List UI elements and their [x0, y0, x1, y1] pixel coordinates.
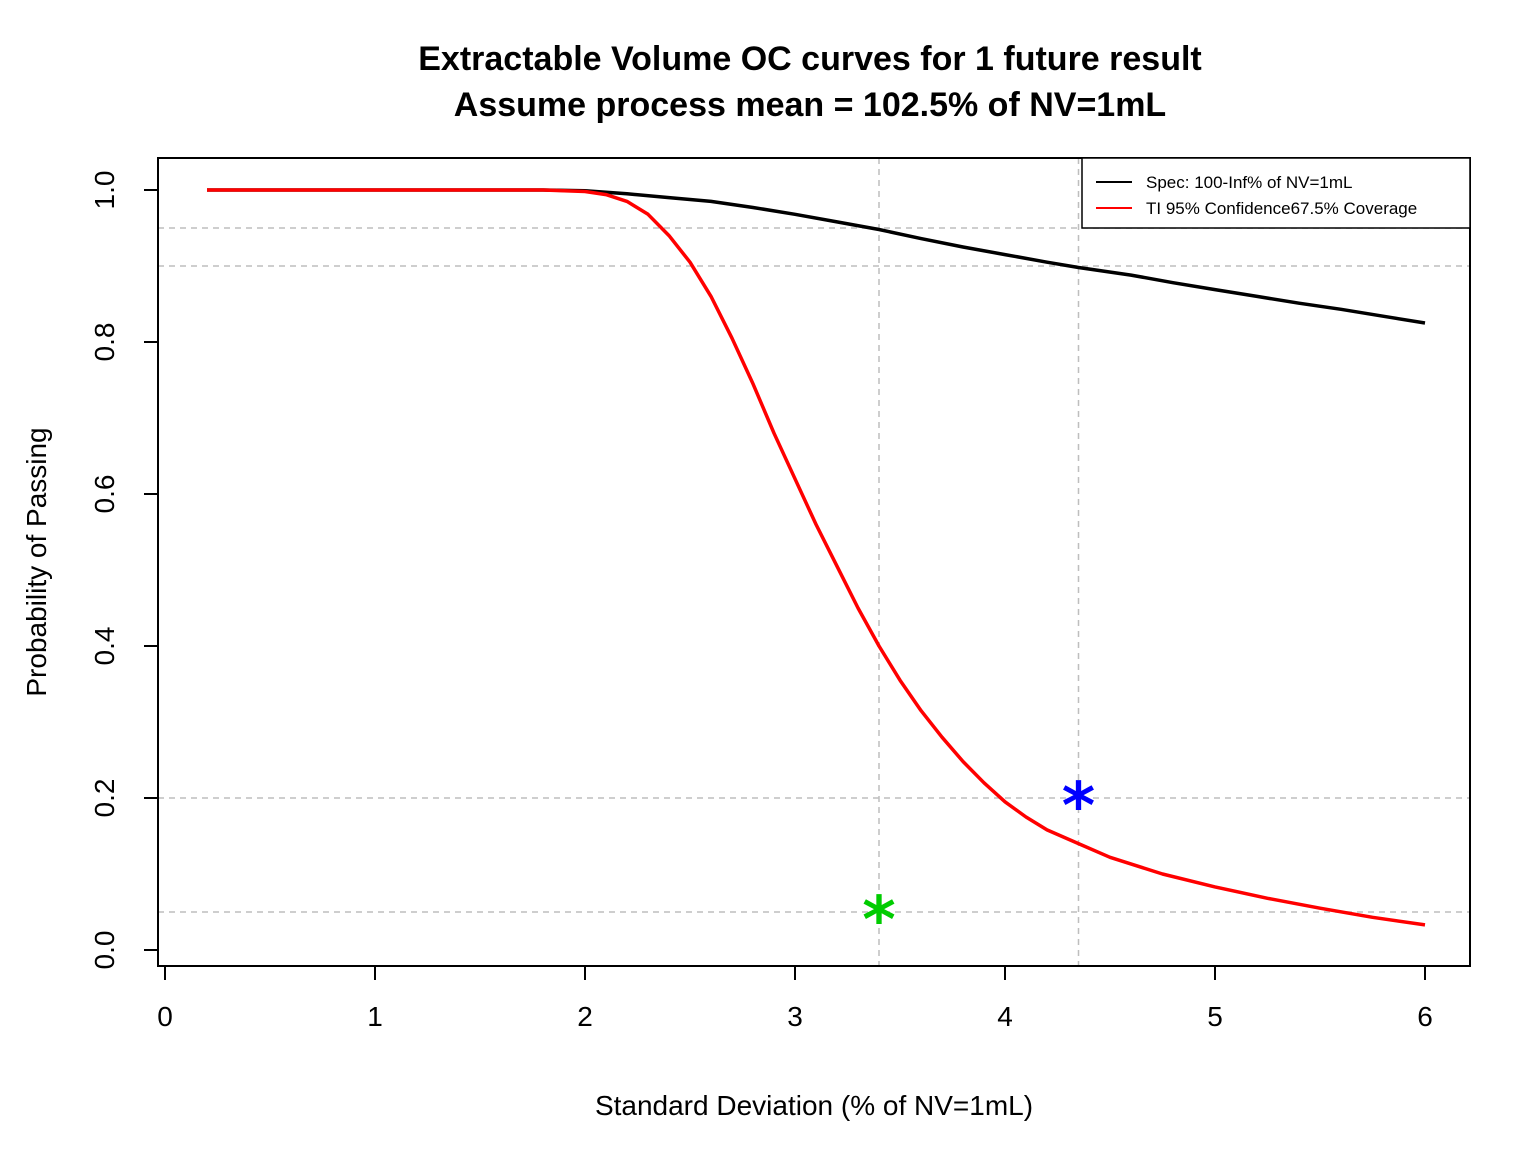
- x-tick-label: 4: [997, 1001, 1013, 1032]
- x-tick-label: 0: [157, 1001, 173, 1032]
- legend-box: [1081, 157, 1471, 229]
- x-axis-label: Standard Deviation (% of NV=1mL): [595, 1090, 1033, 1121]
- x-tick-label: 5: [1207, 1001, 1223, 1032]
- plot-frame: [157, 157, 1471, 967]
- y-axis-label: Probability of Passing: [21, 427, 52, 696]
- x-tick-label: 3: [787, 1001, 803, 1032]
- x-tick-label: 1: [367, 1001, 383, 1032]
- legend-label-0: Spec: 100-Inf% of NV=1mL: [1146, 173, 1352, 192]
- chart-title: Extractable Volume OC curves for 1 futur…: [418, 40, 1202, 78]
- legend-label-1: TI 95% Confidence67.5% Coverage: [1146, 199, 1417, 218]
- x-tick-label: 6: [1417, 1001, 1433, 1032]
- x-axis: 0 1 2 3 4 5 6: [157, 965, 1433, 1032]
- y-tick-label: 0.6: [89, 475, 120, 514]
- y-axis: 0.0 0.2 0.4 0.6 0.8 1.0: [89, 171, 159, 970]
- star-marker-1: *: [1062, 770, 1095, 844]
- series-line-1: [207, 188, 1426, 927]
- star-marker-0: *: [862, 884, 895, 958]
- legend: Spec: 100-Inf% of NV=1mL TI 95% Confidenc…: [1081, 157, 1471, 229]
- y-tick-label: 0.8: [89, 323, 120, 362]
- chart-subtitle: Assume process mean = 102.5% of NV=1mL: [454, 86, 1166, 124]
- reference-lines: [158, 158, 1470, 966]
- y-tick-label: 0.0: [89, 931, 120, 970]
- y-tick-label: 1.0: [89, 171, 120, 210]
- x-tick-label: 2: [577, 1001, 593, 1032]
- series-layer: [207, 188, 1426, 927]
- y-tick-label: 0.2: [89, 779, 120, 818]
- marker-layer: **: [862, 770, 1095, 958]
- y-tick-label: 0.4: [89, 627, 120, 666]
